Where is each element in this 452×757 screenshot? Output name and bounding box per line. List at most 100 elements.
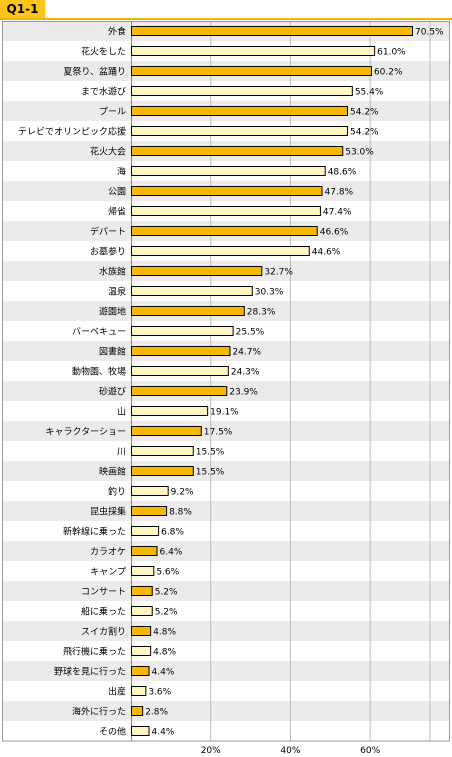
category-label: 出産	[108, 686, 126, 698]
category-label: 夏祭り、盆踊り	[63, 66, 126, 78]
category-label: まで水遊び	[81, 86, 126, 98]
row-background	[2, 441, 450, 461]
bar	[131, 286, 253, 296]
value-label: 6.4%	[160, 548, 183, 558]
plot-frame	[2, 21, 450, 742]
bar	[131, 426, 202, 436]
category-label: 釣り	[108, 486, 126, 498]
value-label: 24.7%	[232, 348, 261, 358]
value-label: 15.5%	[196, 468, 225, 478]
value-label: 60.2%	[374, 68, 403, 78]
category-label: 昆虫採集	[90, 506, 126, 518]
x-tick-label: 60%	[360, 746, 380, 756]
value-label: 2.8%	[145, 708, 168, 718]
category-label: その他	[99, 726, 126, 738]
row-background	[2, 401, 450, 421]
value-label: 47.4%	[323, 208, 352, 218]
category-label: 飛行機に乗った	[63, 646, 126, 658]
row-background	[2, 461, 450, 481]
category-label: 新幹線に乗った	[63, 526, 126, 538]
category-label: 花火大会	[90, 146, 126, 158]
category-label: 図書館	[99, 346, 126, 358]
bar	[131, 366, 229, 376]
value-label: 4.8%	[153, 648, 176, 658]
value-label: 54.2%	[350, 108, 379, 118]
value-label: 30.3%	[255, 288, 284, 298]
value-label: 9.2%	[171, 488, 194, 498]
category-label: 海	[117, 166, 126, 178]
bar	[131, 86, 353, 96]
row-background	[2, 481, 450, 501]
row-background	[2, 541, 450, 561]
bar	[131, 266, 263, 276]
category-label: 船に乗った	[81, 606, 126, 618]
bar	[131, 146, 344, 156]
bar	[131, 566, 155, 576]
category-label: デパート	[90, 226, 126, 238]
row-background	[2, 421, 450, 441]
value-label: 6.8%	[161, 528, 184, 538]
value-label: 5.6%	[156, 568, 179, 578]
bar	[131, 546, 158, 556]
category-label: 砂遊び	[99, 386, 126, 398]
value-label: 4.4%	[152, 668, 175, 678]
row-background	[2, 661, 450, 681]
row-background	[2, 581, 450, 601]
x-tick-label: 20%	[201, 746, 221, 756]
value-label: 3.6%	[148, 688, 171, 698]
value-label: 53.0%	[345, 148, 374, 158]
category-label: 海外に行った	[72, 706, 126, 718]
bar	[131, 406, 209, 416]
value-label: 15.5%	[196, 448, 225, 458]
category-label: 水族館	[99, 266, 126, 278]
row-background	[2, 641, 450, 661]
value-label: 55.4%	[355, 88, 384, 98]
row-background	[2, 621, 450, 641]
bar	[131, 646, 152, 656]
category-label: 外食	[108, 26, 126, 38]
value-label: 25.5%	[236, 328, 265, 338]
category-label: キャンプ	[90, 567, 126, 578]
category-label: 野球を見に行った	[54, 666, 126, 678]
row-background	[2, 561, 450, 581]
bar	[131, 166, 326, 176]
category-label: テレビでオリンピック応援	[18, 126, 126, 138]
category-label: コンサート	[81, 587, 126, 598]
category-label: 花火をした	[81, 46, 126, 58]
bar	[131, 586, 153, 596]
category-label: 公園	[108, 187, 126, 198]
value-label: 23.9%	[229, 388, 258, 398]
value-label: 28.3%	[247, 308, 276, 318]
bar	[131, 606, 153, 616]
bar	[131, 686, 147, 696]
category-label: 帰省	[108, 206, 126, 218]
bar	[131, 46, 376, 56]
value-label: 5.2%	[155, 608, 178, 618]
value-label: 19.1%	[210, 408, 239, 418]
row-background	[2, 601, 450, 621]
value-label: 17.5%	[204, 428, 233, 438]
bar	[131, 346, 231, 356]
value-label: 48.6%	[328, 168, 357, 178]
value-label: 4.8%	[153, 628, 176, 638]
bar	[131, 706, 144, 716]
bar	[131, 506, 168, 516]
bar	[131, 66, 372, 76]
value-label: 5.2%	[155, 588, 178, 598]
bar	[131, 466, 194, 476]
bar	[131, 306, 245, 316]
value-label: 70.5%	[415, 28, 444, 38]
bar	[131, 446, 194, 456]
row-background	[2, 721, 450, 741]
row-background	[2, 681, 450, 701]
row-background	[2, 501, 450, 521]
value-label: 61.0%	[377, 48, 406, 58]
title-bar: Q1-1	[0, 0, 452, 20]
row-background	[2, 701, 450, 721]
bar	[131, 246, 310, 256]
category-label: 動物園、牧場	[72, 366, 126, 378]
value-label: 8.8%	[169, 508, 192, 518]
category-label: 山	[117, 407, 126, 418]
bar	[131, 486, 169, 496]
